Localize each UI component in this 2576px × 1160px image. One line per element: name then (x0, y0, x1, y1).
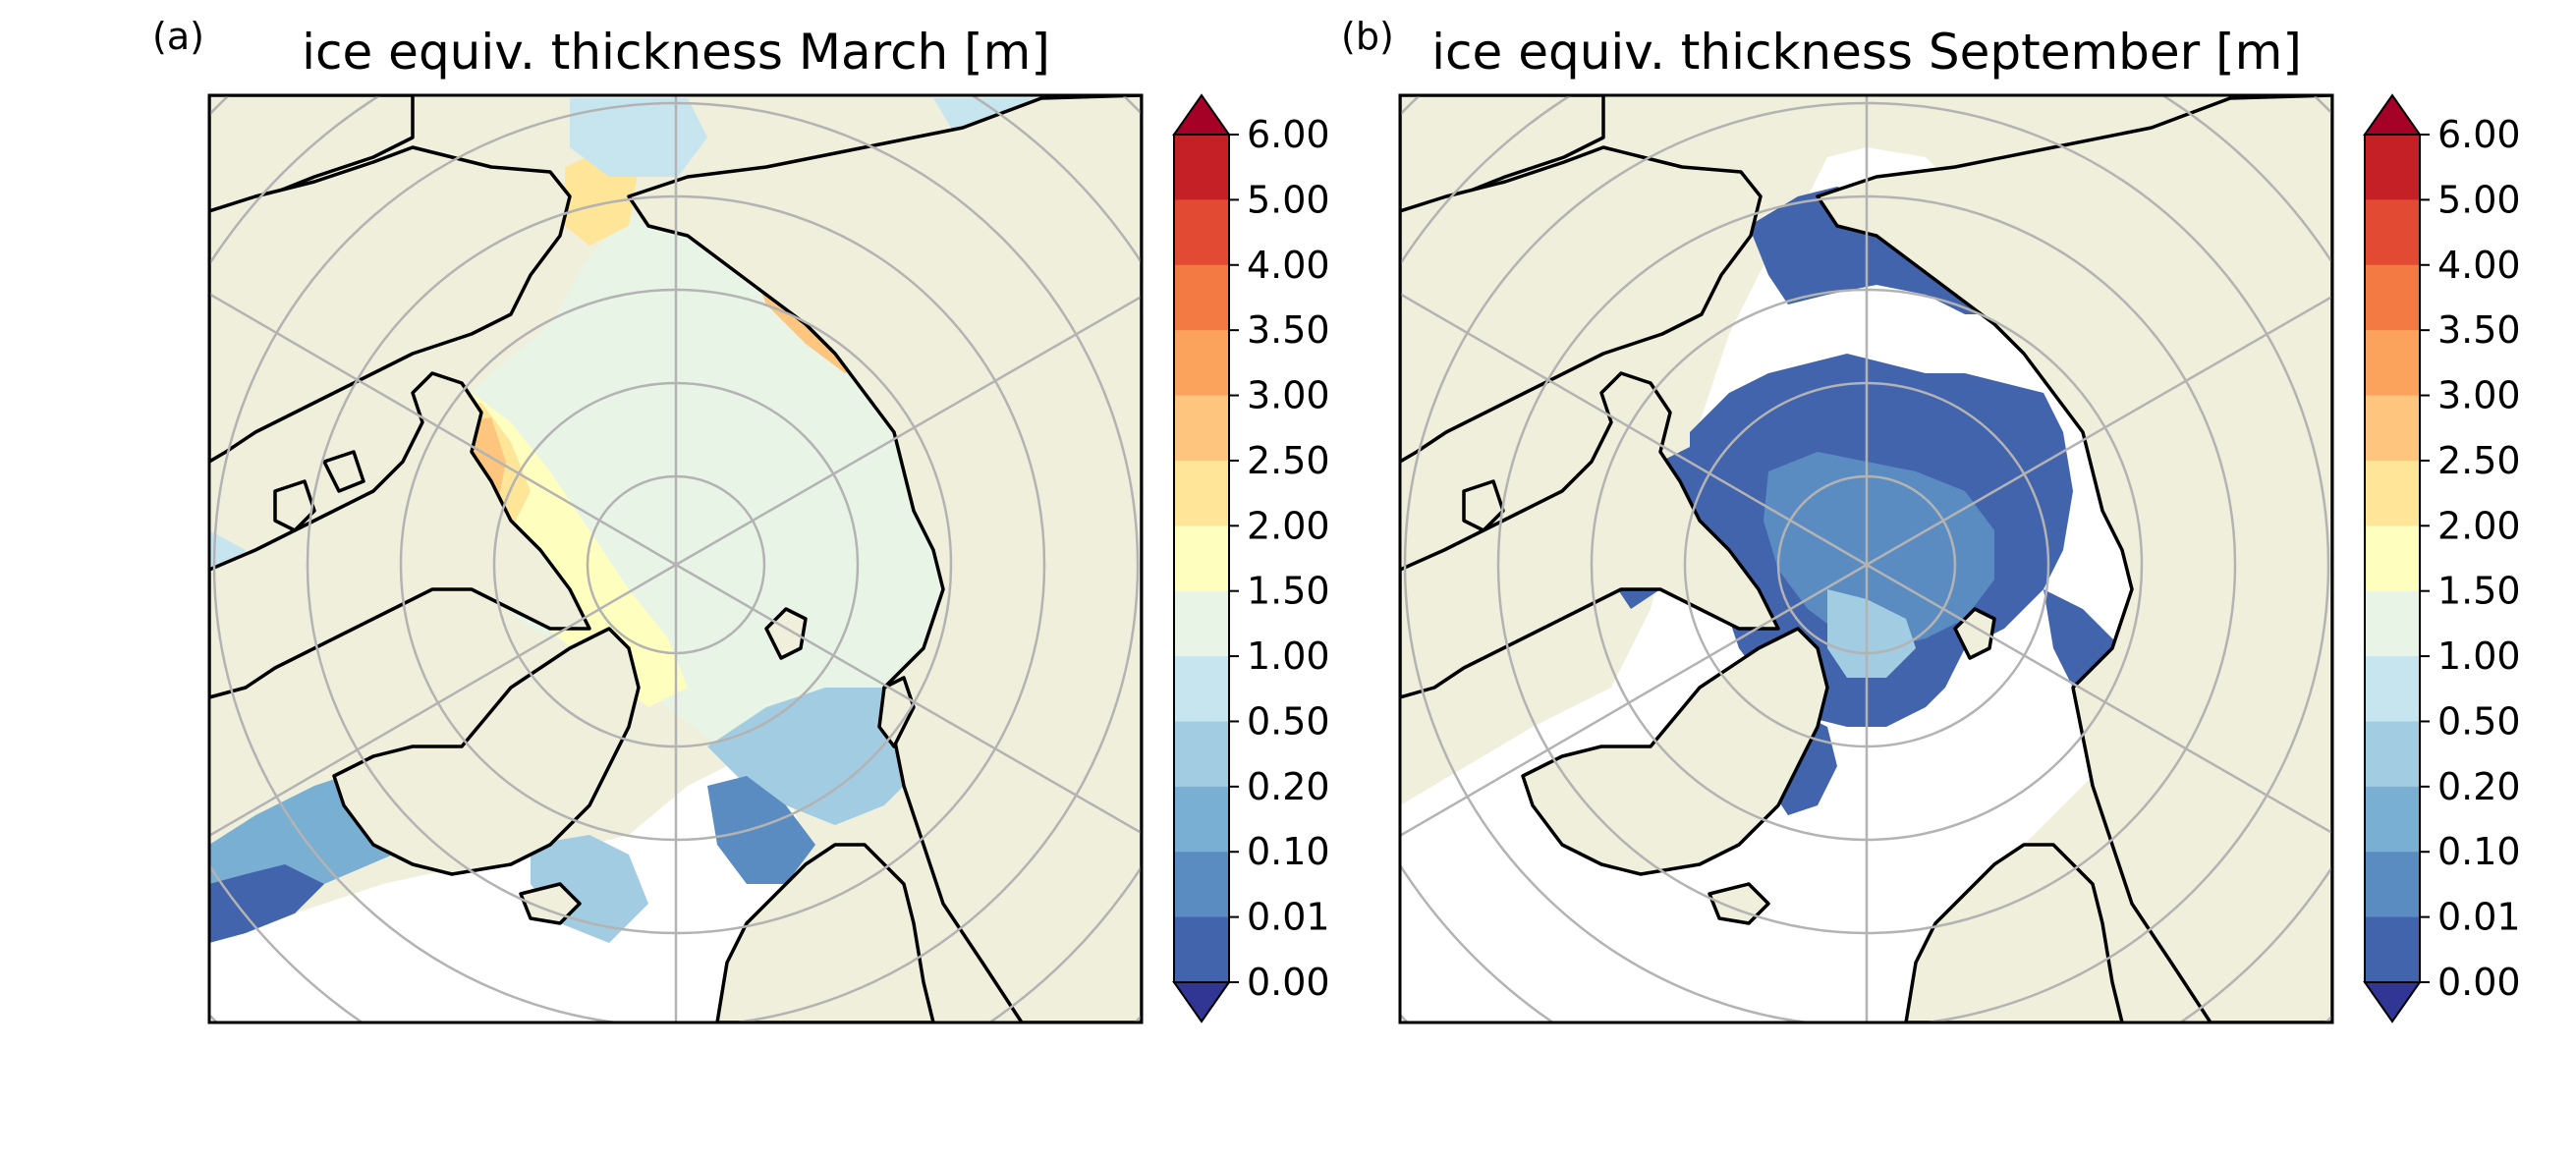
panel-a: (a) ice equiv. thickness March [m] (152, 15, 1144, 1024)
colorbar-b-bin (2365, 395, 2420, 462)
panel-a-greenland (332, 627, 641, 876)
colorbar-a-bin (1174, 199, 1229, 266)
colorbar-b-tick-label: 3.00 (2437, 374, 2521, 417)
colorbar-a-tick-label: 2.00 (1247, 504, 1330, 547)
colorbar-a-bin (1174, 916, 1229, 983)
panel-b-ice-thin (1827, 589, 1916, 678)
panel-b-canadian-archipelago (1400, 371, 1780, 699)
panel-a-marginal-ice-west-2 (209, 864, 324, 943)
colorbar-b-bin (2365, 786, 2420, 853)
colorbar-b-bin (2365, 460, 2420, 526)
colorbar-b-bin (2365, 656, 2420, 722)
colorbar-b-tick-label: 0.50 (2437, 699, 2521, 743)
colorbar-a-tick-label: 0.50 (1247, 699, 1330, 743)
panel-a-islands-west (273, 479, 316, 532)
panel-b-islands-west (1462, 479, 1505, 532)
colorbar-a-bin (1174, 590, 1229, 657)
colorbar-a-tick-label: 0.10 (1247, 830, 1330, 873)
panel-b-map (1400, 95, 2332, 1022)
colorbar-a-bin (1174, 852, 1229, 918)
panel-a-iceland (519, 882, 582, 925)
colorbar-b-tick-label: 4.00 (2437, 244, 2521, 287)
colorbar-b-extend-under (2363, 981, 2422, 1023)
panel-b-scandinavia (1904, 843, 2124, 1022)
panel-b-frame (1398, 93, 2334, 1024)
panel-a-siberia (627, 95, 1142, 1022)
panel-b-title: ice equiv. thickness September [m] (1431, 24, 2302, 81)
colorbar-b-tick-label: 2.50 (2437, 439, 2521, 482)
colorbar-b-extend-over (2363, 93, 2422, 136)
panel-b-ice-central (1764, 452, 1994, 648)
panel-b: (b) ice equiv. thickness September [m] (1341, 15, 2334, 1024)
panel-b-graticule (1400, 95, 2332, 1022)
colorbar-a-tick-label: 1.00 (1247, 635, 1330, 678)
colorbar-a-bin (1174, 721, 1229, 788)
panel-a-bering-ice (570, 98, 707, 177)
colorbar-b-bin (2365, 852, 2420, 918)
colorbar-b-bin (2365, 135, 2420, 200)
colorbar-b-outline (2364, 134, 2421, 983)
panel-a-alaska (209, 145, 572, 464)
colorbar-a-bin (1174, 656, 1229, 722)
colorbar-b-bin (2365, 199, 2420, 266)
panel-b-greenland (1521, 627, 1829, 876)
colorbar-b-tick-label: 3.50 (2437, 308, 2521, 352)
panel-a-title: ice equiv. thickness March [m] (302, 24, 1050, 81)
colorbar-b-tick-label: 5.00 (2437, 178, 2521, 221)
colorbar-b-bin (2365, 916, 2420, 983)
colorbar-a-bin (1174, 135, 1229, 200)
colorbar-b-tick-label: 1.00 (2437, 635, 2521, 678)
panel-a-marginal-ice-east-2 (707, 776, 815, 884)
colorbar-a-tick-label: 0.01 (1247, 896, 1330, 939)
panel-a-open-water (209, 756, 806, 1022)
colorbar-b-bin (2365, 525, 2420, 592)
colorbar-a-tick-label: 4.00 (1247, 244, 1330, 287)
colorbar-a-bin (1174, 786, 1229, 853)
colorbar-b-tick-label: 0.01 (2437, 896, 2521, 939)
colorbar-b-bin (2365, 264, 2420, 331)
colorbar-b-tick-label: 0.10 (2437, 830, 2521, 873)
panel-a-map (209, 95, 1142, 1022)
panel-a-frame (207, 93, 1144, 1024)
colorbar-a-bin (1174, 460, 1229, 526)
panel-b-iceland (1708, 882, 1770, 925)
colorbar-a-tick-label: 3.50 (1247, 308, 1330, 352)
colorbar-a-bin (1174, 395, 1229, 462)
colorbar-a-tick-label: 5.00 (1247, 178, 1330, 221)
colorbar-a-bin (1174, 264, 1229, 331)
panel-a-canadian-archipelago (209, 371, 591, 699)
panel-a-islands-west-2 (322, 450, 365, 493)
colorbar-a-tick-label: 0.00 (1247, 961, 1330, 1004)
colorbar-b-bin (2365, 721, 2420, 788)
colorbar-a-bin (1174, 330, 1229, 397)
colorbar-a-tick-label: 2.50 (1247, 439, 1330, 482)
colorbar-b-tick-label: 2.00 (2437, 504, 2521, 547)
panel-b-siberia (1816, 95, 2332, 1022)
colorbar-a: 6.00 5.00 4.00 3.50 3.00 2.50 2.00 1.50 1.00 0.50… (1172, 93, 1330, 1023)
colorbar-a-outline (1173, 134, 1230, 983)
colorbar-a-tick-label: 6.00 (1247, 113, 1330, 156)
panel-a-label: (a) (152, 15, 204, 58)
colorbar-a-tick-label: 1.50 (1247, 570, 1330, 613)
panel-a-novaya-zemlya (877, 676, 916, 748)
panel-a-graticule (209, 95, 1142, 1022)
panel-b-label: (b) (1341, 15, 1394, 58)
colorbar-b-tick-label: 1.50 (2437, 570, 2521, 613)
colorbar-a-bin (1174, 525, 1229, 592)
panel-a-arctic-ice (432, 211, 943, 815)
panel-b-alaska (1400, 145, 1763, 464)
colorbar-b-tick-label: 6.00 (2437, 113, 2521, 156)
colorbar-a-tick-label: 0.20 (1247, 765, 1330, 808)
colorbar-b: 6.00 5.00 4.00 3.50 3.00 2.50 2.00 1.50 1.00 0.50… (2363, 93, 2521, 1023)
colorbar-b-bin (2365, 330, 2420, 397)
colorbar-a-extend-over (1172, 93, 1231, 136)
colorbar-a-tick-label: 3.00 (1247, 374, 1330, 417)
colorbar-a-extend-under (1172, 981, 1231, 1023)
colorbar-b-tick-label: 0.00 (2437, 961, 2521, 1004)
colorbar-b-tick-label: 0.20 (2437, 765, 2521, 808)
colorbar-b-bin (2365, 590, 2420, 657)
